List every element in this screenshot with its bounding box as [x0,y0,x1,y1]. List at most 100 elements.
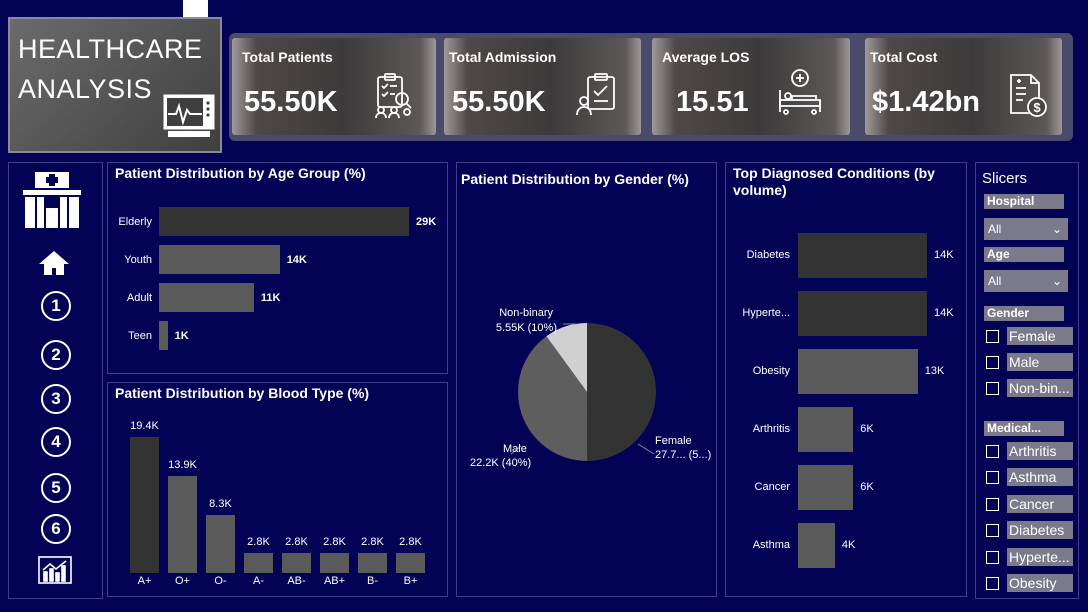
nav-page-4-button[interactable]: 4 [39,425,73,459]
gender-slicer-label: Gender [984,306,1064,321]
pie-label-female-name: Female [655,435,692,447]
title-line-2: ANALYSIS [18,74,153,104]
blood-bar-value: 13.9K [168,458,197,471]
gender-option-nonbinary[interactable]: Non-bin... [986,379,1073,397]
blood-category-label: A+ [137,575,152,587]
blood-bar [358,553,387,573]
blood-bar-value: 2.8K [361,536,384,549]
slicers-header: Slicers [982,170,1028,187]
age-category-label: Youth [124,254,152,266]
condition-bar [798,407,854,452]
pie-label-nonbinary-value: 5.55K (10%) [495,322,557,334]
condition-bar [798,523,835,568]
medical-option-label: Diabetes [1007,521,1073,539]
gender-chart-panel: Patient Distribution by Gender (%) Non-b… [456,162,717,597]
page-3-icon: 3 [41,384,71,414]
medical-option-obesity[interactable]: Obesity [986,574,1073,592]
age-bar-value: 1K [174,330,189,342]
medical-option-hypertension[interactable]: Hyperte... [986,548,1073,566]
chevron-down-icon: ⌄ [1051,274,1062,288]
condition-bar-value: 6K [860,423,874,435]
blood-chart-title: Patient Distribution by Blood Type (%) [115,385,370,401]
line-chart-icon[interactable] [38,556,72,584]
svg-text:$: $ [1033,100,1041,115]
blood-type-chart-panel: Patient Distribution by Blood Type (%) 1… [107,382,448,597]
age-bar-value: 29K [416,216,437,228]
blood-category-label: A- [253,575,264,587]
nav-page-6-button[interactable]: 6 [39,512,73,546]
medical-option-label: Cancer [1007,495,1073,513]
gender-pie-svg [510,323,657,461]
blood-bar [130,437,159,573]
kpi-label: Total Cost [870,49,938,65]
nav-page-1-button[interactable]: 1 [39,289,73,323]
gender-option-label: Non-bin... [1007,379,1073,397]
medical-option-label: Asthma [1007,468,1073,486]
checkbox-icon [986,523,999,537]
hospital-dropdown-value: All [988,222,1002,236]
home-icon[interactable] [37,249,71,277]
hospital-dropdown[interactable]: All ⌄ [984,218,1068,240]
kpi-value: 55.50K [452,86,546,118]
gender-chart-title: Patient Distribution by Gender (%) [461,171,689,187]
checkbox-icon [986,381,999,395]
age-bar-value: 14K [286,254,307,266]
hospital-slicer-label: Hospital [984,194,1064,209]
hospital-bed-icon [779,69,821,115]
blood-bar-value: 2.8K [247,536,270,549]
age-group-chart-panel: Patient Distribution by Age Group (%) El… [107,162,448,374]
checkbox-icon [986,355,999,369]
age-bar [159,245,280,274]
gender-option-male[interactable]: Male [986,353,1073,371]
hospital-building-icon[interactable] [21,170,83,230]
blood-category-label: B+ [403,575,418,587]
kpi-value: $1.42bn [872,86,980,118]
kpi-band: Total Patients 55.50K Total Admission 55… [229,33,1073,141]
blood-category-label: O+ [175,575,190,587]
pie-slice-female[interactable] [587,323,657,461]
pie-label-nonbinary-name: Non-binary [499,307,553,319]
condition-bar-value: 6K [860,481,874,493]
blood-bar [206,514,235,573]
conditions-chart-title: Top Diagnosed Conditions (by volume) [733,165,935,198]
kpi-card-total-admission: Total Admission 55.50K [444,38,641,135]
kpi-card-average-los: Average LOS 15.51 [652,38,850,135]
blood-bar [282,553,311,573]
blood-category-label: O- [214,575,227,587]
condition-bar-value: 14K [934,249,954,261]
medical-option-label: Arthritis [1007,442,1073,460]
left-navigation: 1 2 3 4 5 6 [8,162,103,599]
kpi-label: Total Patients [242,49,333,65]
page-6-icon: 6 [41,514,71,544]
condition-bar [798,349,918,394]
admission-checklist-icon [576,73,615,116]
kpi-card-total-cost: Total Cost $1.42bn $ [865,38,1062,135]
blood-bar [168,475,197,573]
nav-page-3-button[interactable]: 3 [39,382,73,416]
nav-page-2-button[interactable]: 2 [39,338,73,372]
kpi-label: Average LOS [662,49,750,65]
condition-category-label: Cancer [754,481,790,493]
kpi-label: Total Admission [449,49,557,65]
medical-option-diabetes[interactable]: Diabetes [986,521,1073,539]
pie-slice-non-binary[interactable] [546,323,587,392]
nav-page-5-button[interactable]: 5 [39,471,73,505]
age-dropdown[interactable]: All ⌄ [984,270,1068,292]
blood-category-label: AB- [287,575,306,587]
medical-option-cancer[interactable]: Cancer [986,495,1073,513]
gender-option-female[interactable]: Female [986,327,1073,345]
condition-bar-value: 4K [841,539,856,551]
age-bar [159,283,254,312]
tab-notch [183,0,208,18]
age-bar-value: 11K [260,292,281,304]
blood-bar-value: 19.4K [130,420,159,432]
pie-slice-male[interactable] [518,336,588,461]
medical-option-arthritis[interactable]: Arthritis [986,442,1073,460]
condition-bar [798,465,854,510]
age-category-label: Teen [128,330,152,342]
kpi-value: 15.51 [676,86,749,118]
blood-category-label: B- [367,575,378,587]
medical-option-asthma[interactable]: Asthma [986,468,1073,486]
dashboard-title-box: HEALTHCARE ANALYSIS [8,17,222,153]
condition-category-label: Diabetes [746,249,790,261]
